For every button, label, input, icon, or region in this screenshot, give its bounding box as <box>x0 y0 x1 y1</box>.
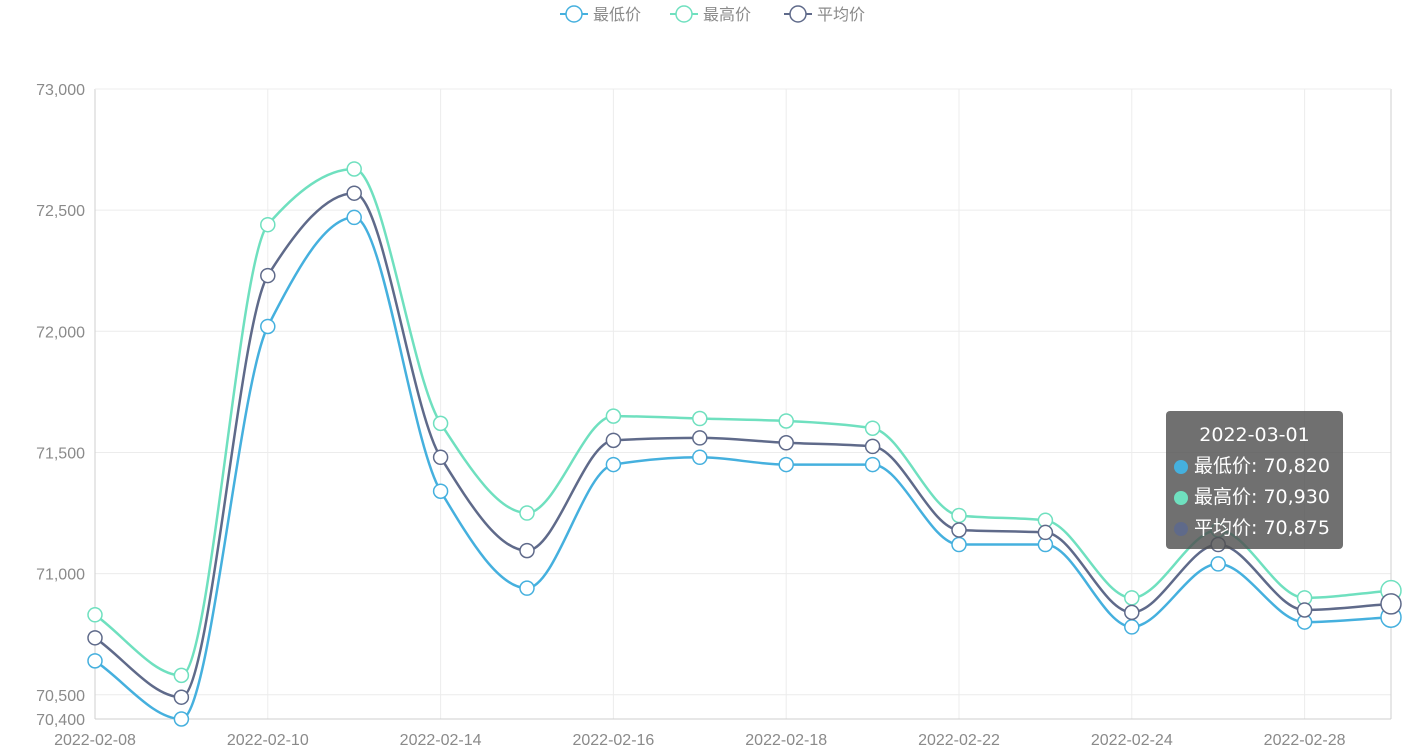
legend-item-1[interactable]: 最高价 <box>670 5 751 24</box>
y-tick-label: 71,500 <box>36 445 85 462</box>
data-point-2[interactable] <box>346 185 362 201</box>
x-tick-label: 2022-02-18 <box>745 732 827 749</box>
axes <box>94 88 1392 720</box>
data-point-0[interactable] <box>605 456 622 473</box>
data-point-2[interactable] <box>519 542 535 559</box>
x-tick-label: 2022-02-14 <box>400 732 482 749</box>
data-point-1[interactable] <box>778 413 794 429</box>
data-point-2[interactable] <box>432 449 449 466</box>
tooltip-dot-low <box>1174 459 1188 474</box>
data-point-2[interactable] <box>87 630 103 646</box>
y-tick-label: 71,000 <box>36 567 85 584</box>
data-point-1[interactable] <box>1124 590 1140 606</box>
x-tick-label: 2022-02-16 <box>572 732 654 749</box>
data-point-0[interactable] <box>346 209 362 226</box>
y-tick-label: 70,400 <box>36 712 85 729</box>
legend[interactable]: 最低价 最高价 平均价 <box>560 5 865 24</box>
data-point-1[interactable] <box>432 415 449 432</box>
legend-circle-icon <box>675 5 693 23</box>
data-point-0[interactable] <box>173 711 190 727</box>
grid-lines <box>95 88 1391 719</box>
data-point-0[interactable] <box>519 580 535 596</box>
data-point-0[interactable] <box>1210 556 1226 572</box>
data-point-0[interactable] <box>260 318 276 335</box>
tooltip-row-avg: 平均价: 70,875 <box>1174 513 1335 544</box>
data-point-2[interactable] <box>864 438 881 455</box>
tooltip-label-low: 最低价: 70,820 <box>1194 455 1330 477</box>
tooltip-row-high: 最高价: 70,930 <box>1174 482 1335 513</box>
data-point-0[interactable] <box>951 536 967 553</box>
data-point-1[interactable] <box>864 420 881 436</box>
data-point-2[interactable] <box>1037 524 1054 541</box>
data-point-0[interactable] <box>432 483 449 499</box>
data-point-1[interactable] <box>173 667 190 684</box>
tooltip-label-high: 最高价: 70,930 <box>1194 486 1330 508</box>
x-tick-label: 2022-02-08 <box>54 732 136 749</box>
y-tick-label: 70,500 <box>36 688 85 705</box>
data-point-2[interactable] <box>605 432 622 449</box>
y-tick-label: 72,500 <box>36 203 85 220</box>
y-tick-label: 73,000 <box>36 82 85 99</box>
data-point-1[interactable] <box>605 408 622 424</box>
data-point-0[interactable] <box>692 449 708 466</box>
data-point-2[interactable] <box>1296 602 1313 618</box>
data-point-1[interactable] <box>692 410 708 427</box>
data-point-0[interactable] <box>87 653 103 669</box>
data-point-2[interactable] <box>1380 593 1402 615</box>
legend-item-0[interactable]: 最低价 <box>560 5 641 24</box>
data-point-1[interactable] <box>260 216 276 233</box>
legend-item-2[interactable]: 平均价 <box>784 5 865 24</box>
data-point-2[interactable] <box>692 430 708 446</box>
tooltip-label-avg: 平均价: 70,875 <box>1194 517 1330 539</box>
data-point-2[interactable] <box>778 435 794 451</box>
data-point-1[interactable] <box>951 507 967 524</box>
data-point-1[interactable] <box>519 505 535 521</box>
tooltip-dot-avg <box>1174 521 1188 536</box>
tooltip: 2022-03-01 最低价: 70,820 最高价: 70,930 平均价: … <box>1166 411 1343 549</box>
data-points[interactable] <box>87 161 1402 727</box>
data-point-2[interactable] <box>260 267 276 284</box>
data-point-0[interactable] <box>1124 619 1140 635</box>
data-point-1[interactable] <box>346 161 362 177</box>
tooltip-title: 2022-03-01 <box>1199 424 1310 446</box>
x-tick-label: 2022-02-10 <box>227 732 309 749</box>
x-tick-label: 2022-02-28 <box>1264 732 1346 749</box>
tooltip-row-low: 最低价: 70,820 <box>1174 451 1335 482</box>
legend-circle-icon <box>565 5 583 23</box>
data-point-1[interactable] <box>87 607 103 623</box>
x-tick-label: 2022-02-22 <box>918 732 1000 749</box>
data-point-0[interactable] <box>864 456 881 473</box>
tick-labels: 70,400 70,500 71,000 71,500 72,000 72,500 73,0… <box>36 82 1346 749</box>
data-point-2[interactable] <box>951 522 967 538</box>
data-point-2[interactable] <box>1124 604 1140 621</box>
legend-label: 最低价 <box>593 5 641 24</box>
data-point-0[interactable] <box>778 456 794 473</box>
legend-label: 平均价 <box>817 5 865 24</box>
legend-circle-icon <box>789 5 807 23</box>
y-tick-label: 72,000 <box>36 324 85 341</box>
tooltip-dot-high <box>1174 490 1188 505</box>
x-tick-label: 2022-02-24 <box>1091 732 1173 749</box>
legend-label: 最高价 <box>703 5 751 24</box>
data-point-2[interactable] <box>173 689 190 705</box>
